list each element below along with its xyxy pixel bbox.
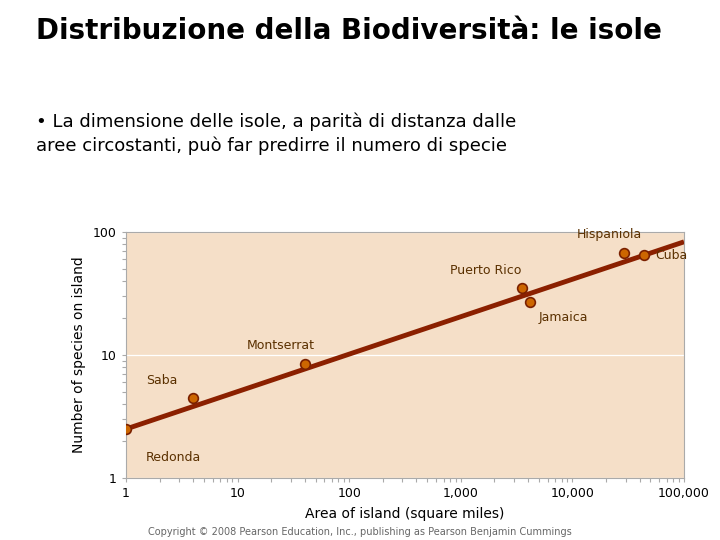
Y-axis label: Number of species on island: Number of species on island <box>72 256 86 454</box>
Text: • La dimensione delle isole, a parità di distanza dalle
aree circostanti, può fa: • La dimensione delle isole, a parità di… <box>36 112 516 155</box>
Text: Jamaica: Jamaica <box>539 310 588 323</box>
Text: Saba: Saba <box>145 374 177 387</box>
X-axis label: Area of island (square miles): Area of island (square miles) <box>305 507 505 521</box>
Text: Puerto Rico: Puerto Rico <box>450 264 521 277</box>
Text: Distribuzione della Biodiversità: le isole: Distribuzione della Biodiversità: le iso… <box>36 17 662 45</box>
Text: Hispaniola: Hispaniola <box>577 228 642 241</box>
Text: Cuba: Cuba <box>655 249 688 262</box>
Text: Redonda: Redonda <box>145 451 201 464</box>
Text: Montserrat: Montserrat <box>246 340 315 353</box>
Text: Copyright © 2008 Pearson Education, Inc., publishing as Pearson Benjamin Cumming: Copyright © 2008 Pearson Education, Inc.… <box>148 527 572 537</box>
